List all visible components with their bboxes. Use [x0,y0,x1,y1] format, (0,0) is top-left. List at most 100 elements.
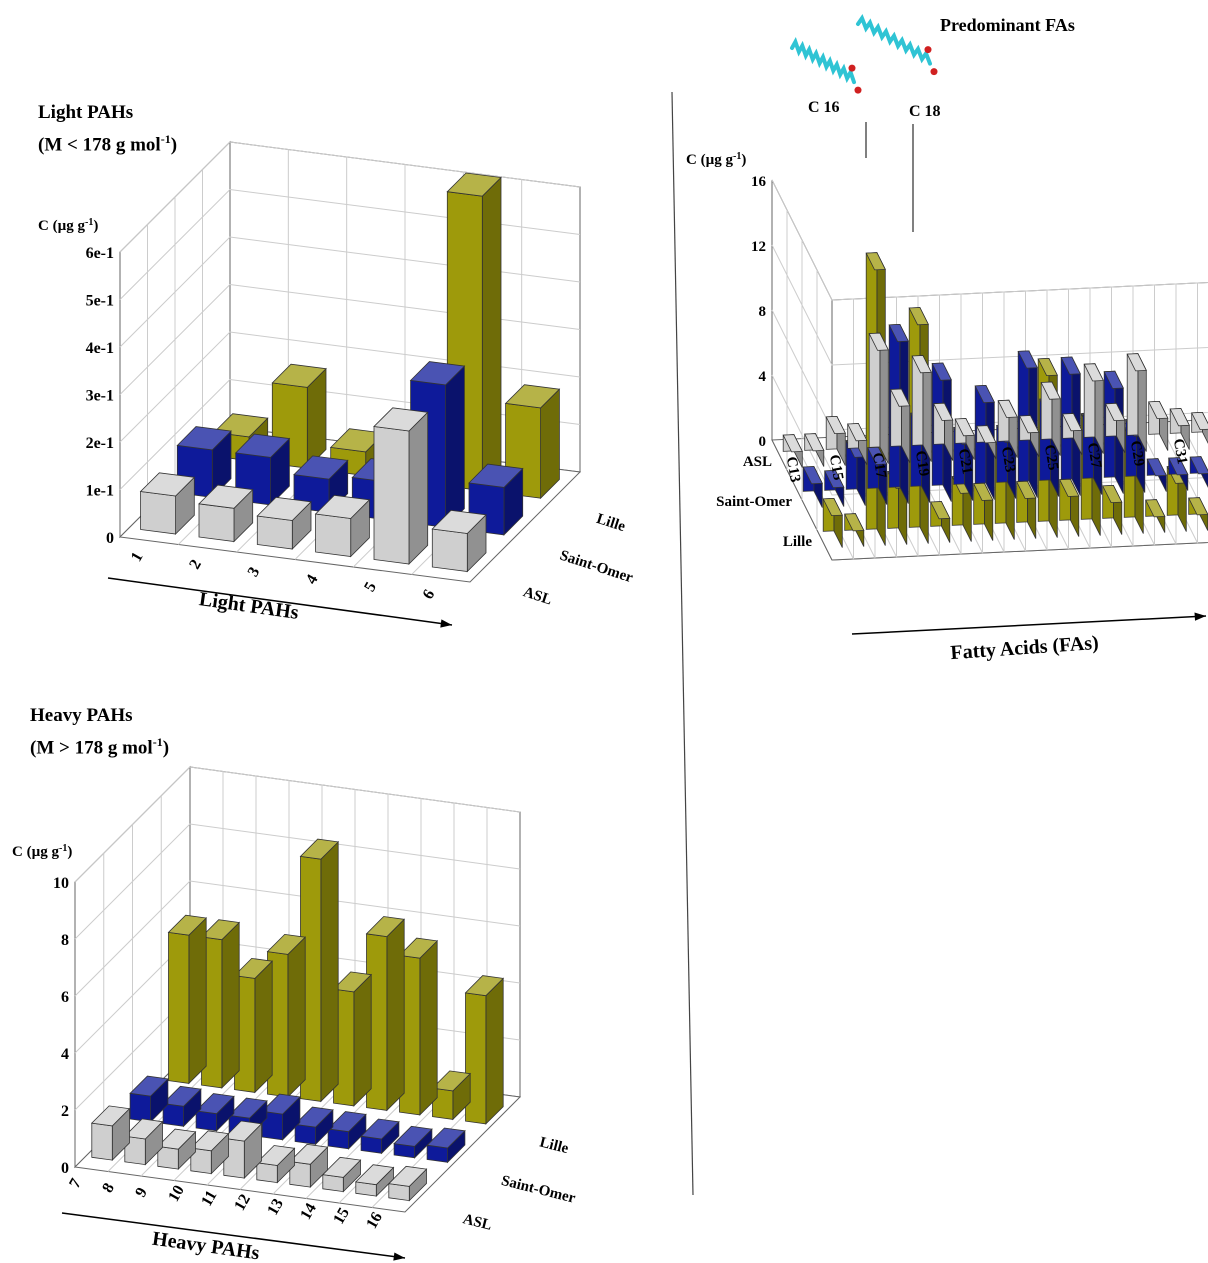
bar-top [1169,408,1190,427]
light-pahs-title-line1: Light PAHs [38,102,134,123]
bar-asl-C24 [1019,415,1040,457]
y-tick-label: 10 [53,875,69,892]
row-label-saintomer: Saint-Omer [500,1173,578,1207]
bar-asl-C21 [954,418,975,460]
bar-lille-C13 [822,497,843,548]
bar-top [234,433,291,458]
bar-asl-C18 [890,388,911,463]
bar-asl-C13 [782,434,803,468]
x-axis-label: Fatty Acids (FAs) [950,632,1100,664]
x-tick-label: 2 [186,557,205,572]
bar-top [933,402,954,421]
bar-top [426,1127,466,1149]
bar-top [954,418,975,437]
bar-top [868,332,889,351]
bar-top [1019,415,1040,434]
bar-asl-15 [354,1164,395,1198]
bar-side [254,960,273,1094]
bar-asl-16 [387,1165,428,1202]
bar-top [1017,350,1038,369]
bar-top [1146,458,1167,477]
x-tick-label: C25 [1041,443,1061,471]
bar-top [888,323,909,343]
bar-top [446,172,502,197]
bar-side [419,939,438,1116]
bar-top [908,307,929,326]
bar-asl-C32 [1191,411,1208,444]
bar-saintomer-C30 [1168,457,1189,491]
bar-top [464,975,505,997]
bar-saintomer-7 [129,1075,169,1123]
bar-side [320,840,339,1103]
bar-top [256,496,312,521]
y-tick-label: 3e-1 [86,388,114,405]
bar-top [468,463,524,488]
gridline-y [74,823,521,940]
x-axis-arrowhead [440,619,452,628]
x-tick-label: 12 [231,1191,254,1213]
bar-top [354,1164,395,1186]
bar-top [1062,413,1083,432]
bar-asl-C17 [868,332,889,464]
bar-top [1168,457,1189,476]
bar-top [847,423,868,442]
bar-asl-C15 [825,415,846,466]
bar-side [353,973,372,1107]
gridline-y [74,880,521,997]
row-label-lille: Lille [538,1135,571,1158]
bar-top [1105,402,1126,422]
bar-lille-8 [200,919,241,1089]
predominant-fas-label: Predominant FAs [940,15,1075,35]
bar-asl-6 [431,509,487,573]
bar-saintomer-15 [393,1125,433,1159]
bar-top [802,466,823,485]
bar-side [879,332,889,464]
bar-top [327,1111,367,1133]
y-tick-label: 2 [61,1103,69,1120]
x-axis-label: Light PAHs [198,588,300,624]
bar-asl-1 [139,472,196,535]
bar-asl-13 [288,1143,329,1189]
bar-top [825,415,846,435]
bar-top [431,509,487,534]
bar-top [804,433,825,452]
bar-saintomer-2 [234,433,291,506]
bar-saintomer-9 [195,1093,235,1132]
bar-asl-C27 [1083,363,1104,454]
bar-saintomer-C21 [974,384,995,500]
bar-asl-C23 [997,399,1018,458]
bar-asl-11 [222,1120,263,1180]
bar-lille-12 [332,971,373,1107]
bar-asl-C14 [804,433,825,467]
bar-top [824,469,845,489]
bar-lille-5 [446,172,502,492]
x-tick-label: 14 [297,1200,320,1222]
bar-front [373,426,410,565]
y-axis-label: C (µg g-1) [12,843,72,861]
row-label-saintomer: Saint-Omer [716,494,792,510]
x-tick-label: C29 [1127,439,1147,467]
heavy-pahs-title-line1: Heavy PAHs [30,705,133,726]
bar-saintomer-C29 [1146,458,1167,492]
bar-front [91,1122,113,1161]
molecule-chain [856,13,932,66]
bar-asl-C25 [1040,381,1061,456]
x-tick-label: C19 [912,449,932,477]
y-tick-label: 16 [751,174,767,190]
chart-fatty-acids: 0 4 8 12 16 C13 C15 C17 C19 C21 C23 C25 C27 C29 C31 ASL… [716,174,1208,664]
y-tick-label: 1e-1 [86,483,114,500]
bar-lille-C24 [1059,478,1080,537]
light-pahs-title: Light PAHs (M < 178 g mol-1) [38,100,177,158]
bar-front [294,1123,317,1145]
x-tick-label: 13 [264,1196,287,1218]
bar-saintomer-16 [426,1127,466,1164]
y-tick-label: 4 [759,369,767,385]
y-tick-label: 6e-1 [86,245,114,262]
bar-asl-C22 [976,425,997,459]
x-tick-label: C23 [998,445,1018,473]
bar-front [129,1092,152,1123]
bar-lille-7 [167,914,208,1085]
bar-top [931,362,952,381]
y-tick-label: 0 [106,530,114,547]
